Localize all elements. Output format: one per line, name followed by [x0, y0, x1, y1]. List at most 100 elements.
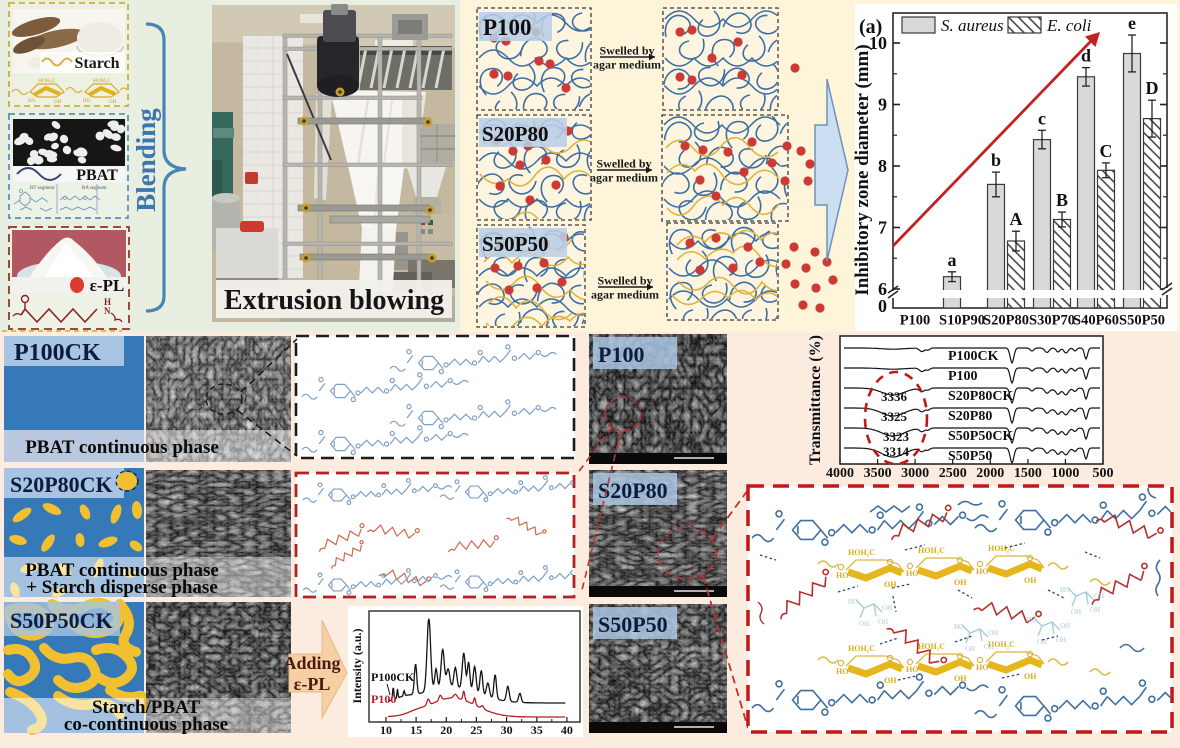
svg-text:OH: OH [988, 629, 998, 637]
svg-text:9: 9 [878, 95, 887, 115]
svg-text:Blending: Blending [131, 108, 161, 212]
svg-text:Starch/PBAT: Starch/PBAT [92, 697, 200, 718]
svg-text:HO: HO [1060, 586, 1070, 594]
svg-text:P100CK: P100CK [14, 340, 101, 366]
svg-text:Swelled by: Swelled by [599, 44, 654, 58]
svg-text:OH: OH [1056, 636, 1066, 644]
svg-text:HOH₂C: HOH₂C [848, 548, 875, 557]
svg-text:HO: HO [848, 598, 858, 606]
svg-text:S50P50: S50P50 [948, 449, 992, 464]
svg-text:4000: 4000 [826, 466, 854, 481]
svg-text:agar medium: agar medium [593, 58, 661, 72]
svg-text:HOH₂C: HOH₂C [848, 644, 875, 653]
svg-text:8: 8 [878, 156, 887, 176]
svg-text:Inhibitory zone diameter (mm): Inhibitory zone diameter (mm) [852, 44, 873, 295]
svg-text:OH: OH [882, 604, 892, 612]
svg-text:OH: OH [1024, 672, 1037, 681]
svg-text:a: a [948, 250, 957, 270]
svg-text:Extrusion blowing: Extrusion blowing [224, 285, 444, 316]
svg-text:PBAT continuous phase: PBAT continuous phase [25, 437, 219, 458]
svg-text:3336: 3336 [881, 389, 908, 404]
svg-text:OH: OH [1094, 592, 1104, 600]
svg-text:HOH₂C: HOH₂C [38, 78, 56, 84]
svg-text:S50P50CK: S50P50CK [10, 608, 113, 633]
svg-text:OH: OH [984, 643, 994, 651]
svg-text:S50P50CK: S50P50CK [948, 429, 1013, 444]
svg-text:10: 10 [380, 723, 392, 737]
svg-text:HOH₂C: HOH₂C [918, 642, 945, 651]
svg-text:10: 10 [869, 33, 887, 53]
svg-text:3323: 3323 [883, 429, 910, 444]
svg-text:(a): (a) [859, 16, 882, 38]
svg-text:0: 0 [878, 296, 887, 316]
svg-text:15: 15 [410, 723, 422, 737]
svg-text:S50P50: S50P50 [1119, 313, 1165, 329]
svg-text:Swelled by: Swelled by [597, 274, 652, 288]
svg-text:e: e [1128, 13, 1136, 33]
svg-text:ε-PL: ε-PL [90, 276, 125, 295]
svg-text:30: 30 [501, 723, 513, 737]
svg-text:P100: P100 [371, 692, 396, 706]
svg-text:HO: HO [836, 571, 848, 580]
svg-text:1500: 1500 [1014, 466, 1042, 481]
svg-text:D: D [1146, 78, 1159, 98]
svg-text:3500: 3500 [864, 466, 892, 481]
svg-text:P100CK: P100CK [948, 349, 999, 364]
svg-text:+ Starch disperse phase: + Starch disperse phase [26, 577, 218, 598]
svg-text:BA segment: BA segment [82, 186, 107, 191]
svg-text:P100: P100 [948, 369, 978, 384]
svg-text:S20P80CK: S20P80CK [948, 389, 1013, 404]
svg-text:OH: OH [54, 100, 62, 105]
svg-text:OH: OH [1024, 576, 1037, 585]
svg-text:HOH₂C: HOH₂C [93, 78, 111, 84]
svg-text:C: C [1100, 141, 1113, 161]
svg-text:HOH₂C: HOH₂C [988, 544, 1015, 553]
svg-text:S50P50: S50P50 [598, 612, 668, 637]
svg-text:OH: OH [884, 676, 897, 685]
svg-text:S20P80: S20P80 [482, 122, 549, 146]
svg-text:BT segment: BT segment [30, 186, 55, 191]
svg-text:N: N [104, 306, 111, 316]
svg-text:P100CK: P100CK [371, 670, 415, 684]
svg-text:E. coli: E. coli [1046, 16, 1092, 35]
svg-text:H: H [104, 297, 111, 307]
svg-text:OH: OH [954, 578, 967, 587]
svg-text:2000: 2000 [976, 466, 1004, 481]
svg-text:S10P90: S10P90 [939, 313, 985, 329]
svg-text:7: 7 [878, 218, 887, 238]
svg-text:OH: OH [1071, 608, 1081, 616]
svg-text:S. aureus: S. aureus [941, 16, 1004, 35]
svg-text:HO: HO [976, 567, 988, 576]
svg-text:HOH₂C: HOH₂C [988, 640, 1015, 649]
svg-text:b: b [991, 150, 1001, 170]
svg-text:3000: 3000 [901, 466, 929, 481]
svg-text:agar medium: agar medium [591, 288, 659, 302]
svg-text:d: d [1081, 46, 1091, 66]
svg-text:3325: 3325 [881, 409, 908, 424]
svg-text:OH: OH [109, 100, 117, 105]
svg-text:OH: OH [954, 674, 967, 683]
svg-text:3314: 3314 [883, 444, 910, 459]
svg-text:PBAT continuous phase: PBAT continuous phase [25, 560, 219, 581]
svg-text:Starch: Starch [74, 55, 119, 72]
svg-text:S20P80: S20P80 [948, 409, 992, 424]
svg-text:OH: OH [965, 645, 975, 653]
svg-text:PBAT: PBAT [76, 167, 118, 184]
svg-text:HO: HO [83, 99, 91, 104]
svg-text:Swelled by: Swelled by [596, 157, 651, 171]
svg-text:HO: HO [836, 667, 848, 676]
svg-text:HOH₂C: HOH₂C [918, 546, 945, 555]
svg-text:S20P80CK: S20P80CK [10, 472, 113, 497]
svg-text:S20P80: S20P80 [983, 313, 1029, 329]
svg-text:HO: HO [954, 623, 964, 631]
svg-text:ε-PL: ε-PL [294, 674, 331, 694]
svg-text:S50P50: S50P50 [482, 232, 549, 256]
svg-text:P100: P100 [598, 342, 644, 367]
svg-text:HO: HO [976, 663, 988, 672]
svg-text:Transmittance (%): Transmittance (%) [807, 335, 824, 465]
svg-text:OH: OH [1060, 622, 1070, 630]
svg-text:6: 6 [878, 279, 887, 299]
svg-text:S20P80: S20P80 [598, 478, 668, 503]
svg-text:co-continuous phase: co-continuous phase [64, 714, 228, 735]
svg-text:2500: 2500 [939, 466, 967, 481]
